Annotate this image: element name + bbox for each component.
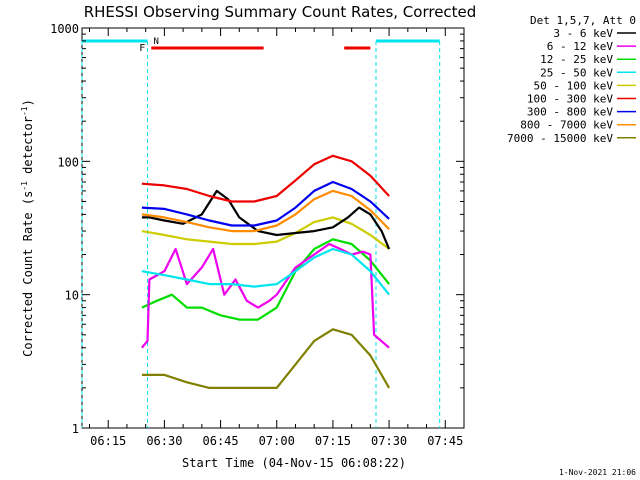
- legend-entry-label: 800 - 7000 keV: [520, 119, 613, 132]
- x-tick-label: 06:15: [90, 434, 126, 448]
- plot-frame: [81, 27, 465, 429]
- x-tick-label: 07:00: [259, 434, 295, 448]
- series-line-300-800-kev: [141, 180, 390, 227]
- x-tick-label: 07:30: [371, 434, 407, 448]
- legend-entry-label: 3 - 6 keV: [553, 27, 613, 40]
- series-line-25-50-kev: [141, 247, 390, 296]
- y-axis-label: Corrected Count Rate (s-1 detector-1): [20, 99, 35, 357]
- generated-timestamp: 1-Nov-2021 21:06: [559, 468, 636, 477]
- y-tick-label: 10: [65, 289, 79, 303]
- legend-header: Det 1,5,7, Att 0: [530, 14, 636, 27]
- legend-entry-label: 12 - 25 keV: [540, 53, 613, 66]
- plot-area: [81, 27, 465, 429]
- series-layer: [141, 154, 391, 389]
- series-line-6-12-kev: [141, 242, 390, 349]
- y-tick-label: 1: [72, 422, 79, 436]
- chart-title: RHESSI Observing Summary Count Rates, Co…: [84, 3, 477, 21]
- series-line-800-7000-kev: [141, 189, 390, 233]
- legend-entry-label: 100 - 300 keV: [527, 93, 613, 106]
- y-tick-label: 100: [57, 155, 79, 169]
- series-line-100-300-kev: [141, 154, 390, 203]
- legend-entry-label: 6 - 12 keV: [547, 40, 614, 53]
- x-tick-label: 07:45: [427, 434, 463, 448]
- flare-flag-label: F: [139, 43, 145, 54]
- axes-layer: 06:15 06:30 06:45 07:00 07:15 07:30 07:45 1 10 10…: [50, 22, 465, 448]
- series-line-7000-15000-kev: [141, 328, 391, 389]
- legend-entry-label: 25 - 50 keV: [540, 66, 613, 79]
- x-tick-label: 06:30: [146, 434, 182, 448]
- legend-entry-label: 50 - 100 keV: [534, 79, 614, 92]
- night-flag-label: N: [154, 37, 159, 47]
- legend-entry-label: 7000 - 15000 keV: [507, 132, 613, 145]
- legend-entry-label: 300 - 800 keV: [527, 106, 613, 119]
- series-line-3-6-kev: [141, 189, 391, 250]
- series-line-12-25-kev: [141, 238, 390, 321]
- x-axis-label: Start Time (04-Nov-15 06:08:22): [182, 456, 406, 470]
- x-tick-label: 06:45: [203, 434, 239, 448]
- series-line-50-100-kev: [141, 216, 390, 250]
- x-tick-label: 07:15: [315, 434, 351, 448]
- y-tick-label: 1000: [50, 22, 79, 36]
